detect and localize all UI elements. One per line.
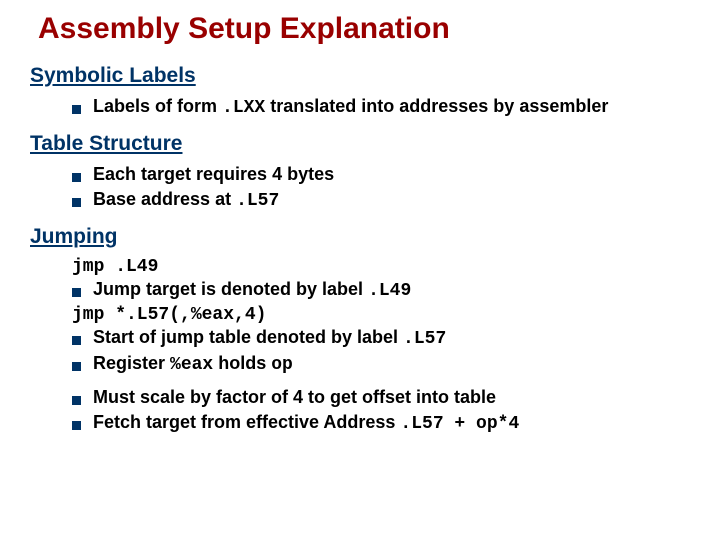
square-bullet-icon [72,288,81,297]
bullet-text: Labels of form .LXX translated into addr… [93,96,608,118]
section-jumping: Jumping jmp .L49 Jump target is denoted … [30,225,700,434]
section-header-table: Table Structure [30,132,700,156]
bullet-item: Each target requires 4 bytes [72,164,700,185]
bullet-item: Register %eax holds op [72,353,700,375]
bullet-text: Register %eax holds op [93,353,293,375]
square-bullet-icon [72,105,81,114]
bullet-item: Start of jump table denoted by label .L5… [72,327,700,349]
square-bullet-icon [72,336,81,345]
section-header-jumping: Jumping [30,225,700,249]
bullet-text: Jump target is denoted by label .L49 [93,279,411,301]
code-line: jmp .L49 [72,257,700,277]
square-bullet-icon [72,173,81,182]
square-bullet-icon [72,362,81,371]
bullet-text: Fetch target from effective Address .L57… [93,412,519,434]
square-bullet-icon [72,396,81,405]
bullet-item: Base address at .L57 [72,189,700,211]
square-bullet-icon [72,421,81,430]
bullet-text: Base address at .L57 [93,189,279,211]
bullet-text: Must scale by factor of 4 to get offset … [93,387,496,408]
bullet-item: Labels of form .LXX translated into addr… [72,96,700,118]
bullet-item: Must scale by factor of 4 to get offset … [72,387,700,408]
section-table: Table Structure Each target requires 4 b… [30,132,700,211]
section-header-symbolic: Symbolic Labels [30,64,700,88]
bullet-text: Start of jump table denoted by label .L5… [93,327,446,349]
bullet-item: Fetch target from effective Address .L57… [72,412,700,434]
section-symbolic: Symbolic Labels Labels of form .LXX tran… [30,64,700,118]
square-bullet-icon [72,198,81,207]
bullet-item: Jump target is denoted by label .L49 [72,279,700,301]
bullet-text: Each target requires 4 bytes [93,164,334,185]
code-line: jmp *.L57(,%eax,4) [72,305,700,325]
slide-title: Assembly Setup Explanation [38,12,700,46]
